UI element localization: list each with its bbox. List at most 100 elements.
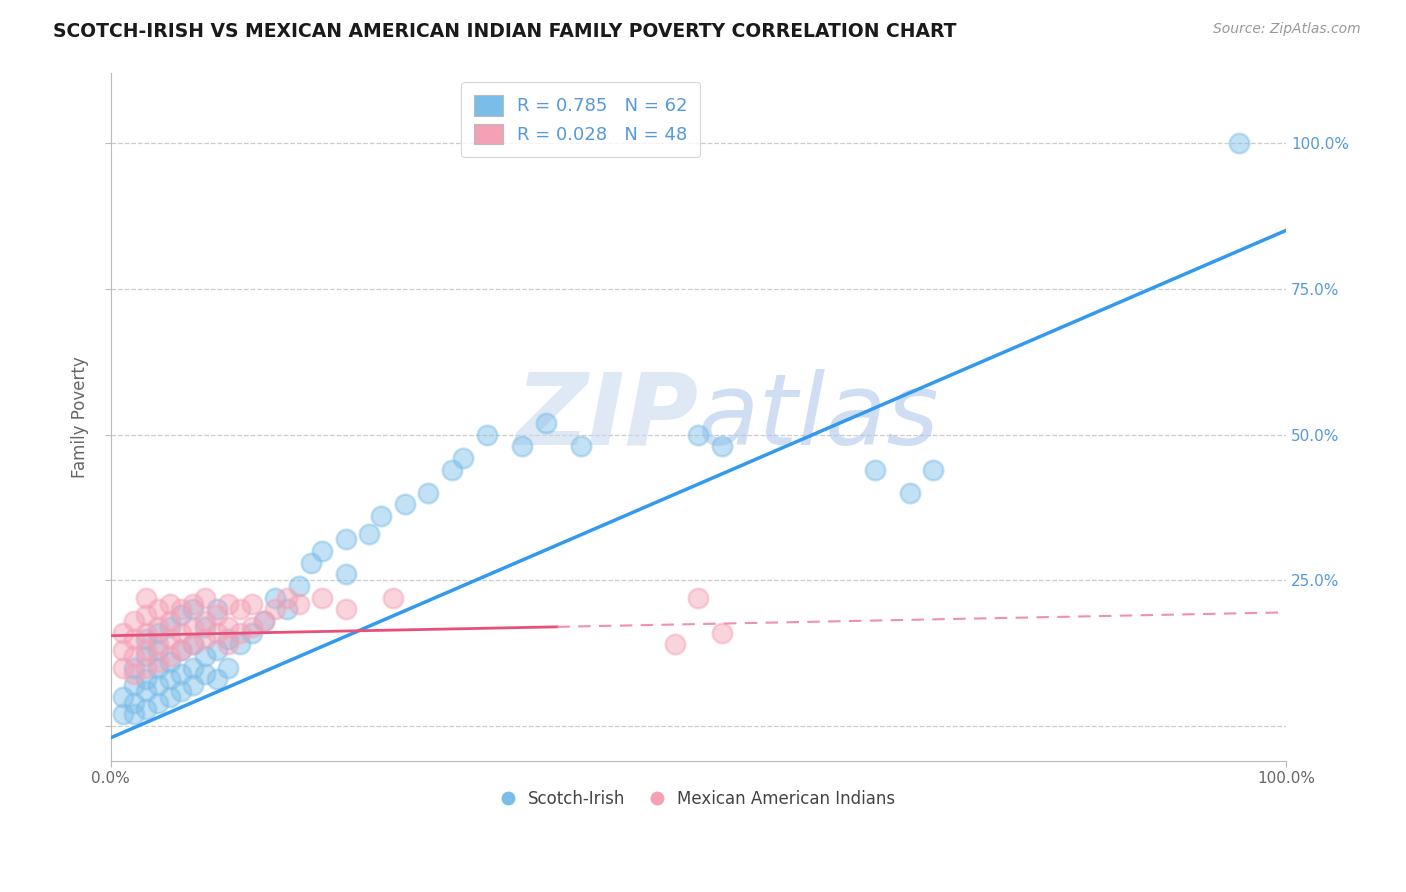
Point bbox=[181, 678, 204, 692]
Point bbox=[710, 439, 733, 453]
Point bbox=[1227, 136, 1250, 150]
Point bbox=[217, 597, 239, 611]
Point bbox=[135, 608, 157, 623]
Point bbox=[664, 637, 686, 651]
Point bbox=[181, 597, 204, 611]
Point bbox=[122, 666, 145, 681]
Point bbox=[922, 462, 945, 476]
Point bbox=[181, 602, 204, 616]
Point bbox=[217, 637, 239, 651]
Point bbox=[122, 632, 145, 646]
Text: atlas: atlas bbox=[699, 368, 941, 466]
Point bbox=[170, 666, 193, 681]
Point bbox=[159, 597, 181, 611]
Point bbox=[205, 643, 228, 657]
Point bbox=[194, 666, 217, 681]
Point bbox=[217, 632, 239, 646]
Text: Source: ZipAtlas.com: Source: ZipAtlas.com bbox=[1213, 22, 1361, 37]
Point bbox=[416, 486, 439, 500]
Point bbox=[111, 707, 134, 722]
Point bbox=[159, 649, 181, 664]
Point bbox=[146, 678, 169, 692]
Point bbox=[240, 625, 263, 640]
Point bbox=[135, 649, 157, 664]
Point bbox=[146, 637, 169, 651]
Point bbox=[453, 450, 475, 465]
Point bbox=[159, 673, 181, 687]
Point bbox=[181, 637, 204, 651]
Point bbox=[170, 643, 193, 657]
Point bbox=[276, 591, 298, 605]
Point bbox=[122, 649, 145, 664]
Text: SCOTCH-IRISH VS MEXICAN AMERICAN INDIAN FAMILY POVERTY CORRELATION CHART: SCOTCH-IRISH VS MEXICAN AMERICAN INDIAN … bbox=[53, 22, 957, 41]
Point bbox=[159, 632, 181, 646]
Point bbox=[569, 439, 592, 453]
Point bbox=[394, 498, 416, 512]
Point bbox=[335, 567, 357, 582]
Point bbox=[194, 591, 217, 605]
Point bbox=[359, 526, 381, 541]
Point bbox=[111, 625, 134, 640]
Point bbox=[288, 597, 311, 611]
Point bbox=[194, 632, 217, 646]
Point bbox=[381, 591, 404, 605]
Point bbox=[194, 620, 217, 634]
Point bbox=[170, 602, 193, 616]
Point bbox=[122, 678, 145, 692]
Point bbox=[181, 637, 204, 651]
Point bbox=[170, 643, 193, 657]
Point bbox=[898, 486, 921, 500]
Point bbox=[170, 625, 193, 640]
Point bbox=[229, 625, 252, 640]
Point bbox=[159, 690, 181, 704]
Point bbox=[122, 614, 145, 628]
Point bbox=[122, 707, 145, 722]
Point bbox=[205, 673, 228, 687]
Point bbox=[146, 602, 169, 616]
Point bbox=[534, 416, 557, 430]
Point bbox=[181, 661, 204, 675]
Y-axis label: Family Poverty: Family Poverty bbox=[72, 356, 89, 478]
Point bbox=[159, 655, 181, 669]
Point bbox=[122, 661, 145, 675]
Point bbox=[146, 661, 169, 675]
Point bbox=[181, 620, 204, 634]
Point bbox=[135, 661, 157, 675]
Point bbox=[229, 637, 252, 651]
Point bbox=[146, 625, 169, 640]
Text: ZIP: ZIP bbox=[516, 368, 699, 466]
Point bbox=[264, 602, 287, 616]
Point bbox=[146, 620, 169, 634]
Point bbox=[475, 427, 498, 442]
Point bbox=[205, 625, 228, 640]
Point bbox=[146, 655, 169, 669]
Point bbox=[111, 661, 134, 675]
Point bbox=[710, 625, 733, 640]
Point bbox=[335, 602, 357, 616]
Point bbox=[311, 544, 333, 558]
Point bbox=[205, 602, 228, 616]
Point bbox=[205, 608, 228, 623]
Point bbox=[170, 684, 193, 698]
Legend: Scotch-Irish, Mexican American Indians: Scotch-Irish, Mexican American Indians bbox=[495, 783, 901, 814]
Point bbox=[194, 649, 217, 664]
Point bbox=[135, 625, 157, 640]
Point bbox=[111, 643, 134, 657]
Point bbox=[135, 643, 157, 657]
Point bbox=[135, 673, 157, 687]
Point bbox=[217, 620, 239, 634]
Point bbox=[252, 614, 274, 628]
Point bbox=[311, 591, 333, 605]
Point bbox=[288, 579, 311, 593]
Point bbox=[252, 614, 274, 628]
Point bbox=[240, 620, 263, 634]
Point bbox=[229, 602, 252, 616]
Point bbox=[135, 591, 157, 605]
Point bbox=[146, 696, 169, 710]
Point bbox=[264, 591, 287, 605]
Point bbox=[440, 462, 463, 476]
Point bbox=[159, 620, 181, 634]
Point bbox=[370, 509, 392, 524]
Point bbox=[276, 602, 298, 616]
Point bbox=[111, 690, 134, 704]
